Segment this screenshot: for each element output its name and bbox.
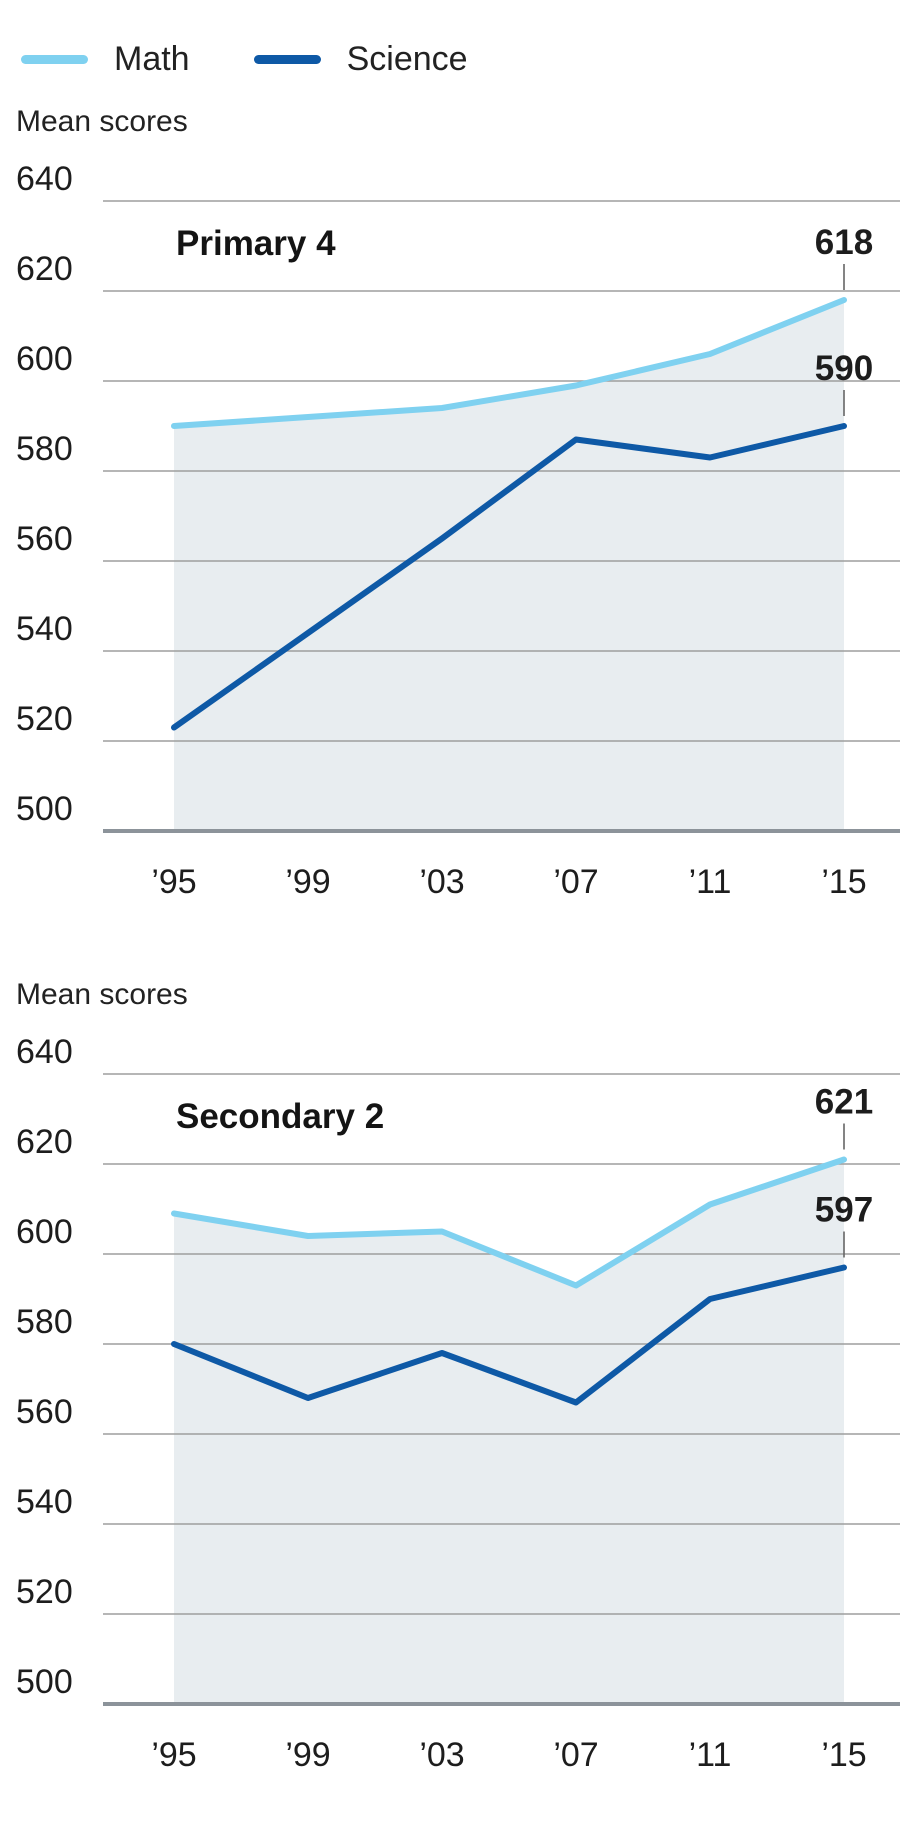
science-line (171, 1264, 847, 1406)
y-tick-label: 580 (16, 430, 73, 468)
chart-legend: Math Science (0, 40, 917, 79)
y-tick-label: 560 (16, 1393, 73, 1431)
x-tick-label: ’07 (553, 1736, 598, 1774)
science-end-label: 590 (815, 349, 873, 388)
math-end-label: 618 (815, 223, 873, 262)
y-tick-label: 600 (16, 1213, 73, 1251)
y-tick-label: 580 (16, 1303, 73, 1341)
y-tick-label: 500 (16, 790, 73, 828)
y-tick-label: 500 (16, 1663, 73, 1701)
chart-title: Primary 4 (176, 224, 336, 263)
math-line (171, 297, 847, 429)
primary4-chart: 640 620 600 580 560 540 520 500 618 590 Primary 4 ’… (16, 160, 900, 901)
y-tick-label: 640 (16, 160, 73, 198)
x-tick-label: ’11 (689, 1736, 732, 1774)
secondary2-chart: 640 620 600 580 560 540 520 500 621 597 Secondary … (16, 1033, 900, 1774)
y-axis-title: Mean scores (16, 105, 188, 138)
x-tick-label: ’15 (821, 863, 866, 901)
timss-scores-page: Math Science Mean scores 640 620 600 580 560… (0, 40, 917, 1799)
y-tick-label: 620 (16, 250, 73, 288)
legend-item-math: Math (21, 40, 190, 79)
x-tick-label: ’07 (553, 863, 598, 901)
x-tick-label: ’11 (689, 863, 732, 901)
area-fill (174, 1159, 844, 1704)
chart-title: Secondary 2 (176, 1097, 384, 1136)
x-tick-label: ’15 (821, 1736, 866, 1774)
y-tick-label: 640 (16, 1033, 73, 1071)
x-tick-label: ’03 (419, 863, 464, 901)
legend-label-math: Math (114, 40, 190, 78)
science-end-label: 597 (815, 1191, 873, 1230)
y-tick-label: 540 (16, 1483, 73, 1521)
x-tick-label: ’95 (151, 1736, 196, 1774)
legend-item-science: Science (253, 40, 468, 79)
y-tick-label: 600 (16, 340, 73, 378)
area-fill (174, 300, 844, 831)
math-line (171, 1156, 847, 1289)
y-tick-label: 620 (16, 1123, 73, 1161)
legend-label-science: Science (346, 40, 468, 78)
x-tick-label: ’03 (419, 1736, 464, 1774)
y-tick-label: 560 (16, 520, 73, 558)
math-end-label: 621 (815, 1083, 873, 1122)
y-tick-label: 520 (16, 700, 73, 738)
science-line-swatch (253, 55, 321, 64)
x-tick-label: ’99 (285, 863, 330, 901)
secondary2-chart-section: Mean scores 640 620 600 580 560 540 520 500 621 5… (0, 978, 917, 1799)
science-line (171, 423, 847, 731)
y-axis-title: Mean scores (16, 978, 188, 1011)
x-tick-label: ’99 (285, 1736, 330, 1774)
primary4-chart-section: Mean scores 640 620 600 580 560 540 520 500 618 5… (0, 105, 917, 926)
math-line-swatch (21, 55, 88, 64)
y-tick-label: 540 (16, 610, 73, 648)
y-tick-label: 520 (16, 1573, 73, 1611)
x-tick-label: ’95 (151, 863, 196, 901)
